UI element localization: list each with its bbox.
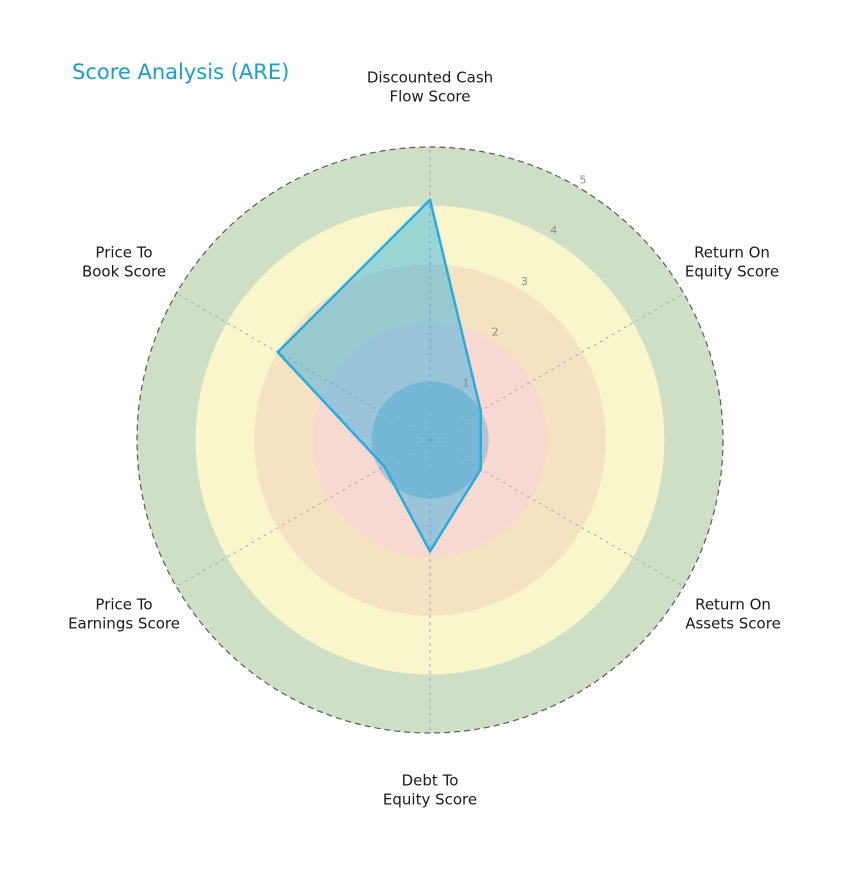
radial-tick-5: 5 (580, 173, 587, 186)
axis-label-price-to-earnings-score: Price To Earnings Score (68, 595, 180, 632)
axis-label-return-on-equity-score: Return On Equity Score (684, 243, 780, 280)
radar-series-are (276, 198, 482, 553)
radial-tick-3: 3 (521, 275, 528, 288)
chart-title: Score Analysis (ARE) (72, 60, 290, 84)
axis-label-return-on-assets-score: Return On Assets Score (685, 595, 781, 632)
radial-tick-2: 2 (492, 326, 499, 339)
outer-ring (136, 146, 724, 734)
radial-tick-1: 1 (462, 376, 469, 389)
radial-tick-4: 4 (550, 224, 557, 237)
axis-label-discounted-cash-flow-score: Discounted Cash Flow Score (366, 68, 494, 105)
axis-label-debt-to-equity-score: Debt To Equity Score (382, 771, 478, 808)
axis-label-price-to-book-score: Price To Book Score (81, 243, 167, 280)
